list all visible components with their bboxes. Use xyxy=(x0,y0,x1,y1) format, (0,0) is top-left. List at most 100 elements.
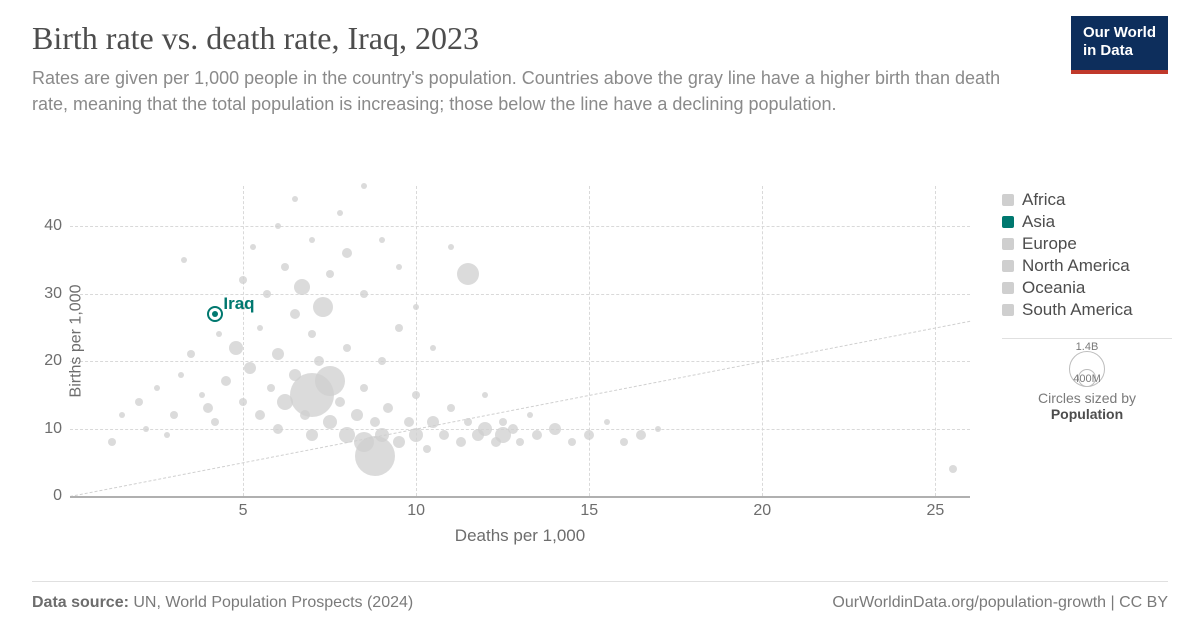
data-point[interactable] xyxy=(360,384,368,392)
gridline-h xyxy=(70,226,970,227)
data-point[interactable] xyxy=(423,445,431,453)
data-point[interactable] xyxy=(119,412,125,418)
data-point[interactable] xyxy=(584,430,594,440)
data-point[interactable] xyxy=(351,409,363,421)
data-point[interactable] xyxy=(267,384,275,392)
data-point[interactable] xyxy=(314,356,324,366)
data-point[interactable] xyxy=(275,223,281,229)
legend-item[interactable]: Oceania xyxy=(1002,278,1172,298)
data-point[interactable] xyxy=(604,419,610,425)
data-point[interactable] xyxy=(211,418,219,426)
data-point[interactable] xyxy=(273,424,283,434)
data-point[interactable] xyxy=(216,331,222,337)
data-point[interactable] xyxy=(447,404,455,412)
data-point[interactable] xyxy=(413,304,419,310)
data-point[interactable] xyxy=(409,428,423,442)
data-point[interactable] xyxy=(154,385,160,391)
data-point[interactable] xyxy=(308,330,316,338)
data-point[interactable] xyxy=(335,397,345,407)
data-point[interactable] xyxy=(309,237,315,243)
data-point[interactable] xyxy=(292,196,298,202)
data-point[interactable] xyxy=(290,309,300,319)
data-point[interactable] xyxy=(620,438,628,446)
data-point[interactable] xyxy=(255,410,265,420)
data-point[interactable] xyxy=(383,403,393,413)
data-point[interactable] xyxy=(221,376,231,386)
data-point[interactable] xyxy=(464,418,472,426)
data-point[interactable] xyxy=(244,362,256,374)
logo-line2: in Data xyxy=(1083,42,1156,60)
data-point[interactable] xyxy=(457,263,479,285)
data-point[interactable] xyxy=(378,357,386,365)
data-point[interactable] xyxy=(343,344,351,352)
data-point[interactable] xyxy=(379,237,385,243)
data-point[interactable] xyxy=(323,415,337,429)
data-point[interactable] xyxy=(355,436,395,476)
data-point[interactable] xyxy=(263,290,271,298)
data-point[interactable] xyxy=(170,411,178,419)
legend-item[interactable]: Asia xyxy=(1002,212,1172,232)
data-point[interactable] xyxy=(294,279,310,295)
data-point[interactable] xyxy=(135,398,143,406)
data-point[interactable] xyxy=(636,430,646,440)
data-point[interactable] xyxy=(339,427,355,443)
chart-title: Birth rate vs. death rate, Iraq, 2023 xyxy=(32,20,1168,57)
data-point[interactable] xyxy=(181,257,187,263)
data-point[interactable] xyxy=(516,438,524,446)
data-point[interactable] xyxy=(456,437,466,447)
data-point[interactable] xyxy=(508,424,518,434)
data-point[interactable] xyxy=(395,324,403,332)
data-point[interactable] xyxy=(370,417,380,427)
data-point[interactable] xyxy=(239,276,247,284)
data-point[interactable] xyxy=(430,345,436,351)
data-point[interactable] xyxy=(478,422,492,436)
x-axis-line xyxy=(70,496,970,498)
data-point[interactable] xyxy=(306,429,318,441)
data-point[interactable] xyxy=(396,264,402,270)
data-point[interactable] xyxy=(361,183,367,189)
data-point[interactable] xyxy=(655,426,661,432)
data-point[interactable] xyxy=(527,412,533,418)
data-point[interactable] xyxy=(326,270,334,278)
data-point[interactable] xyxy=(412,391,420,399)
data-point[interactable] xyxy=(393,436,405,448)
data-point[interactable] xyxy=(199,392,205,398)
data-point[interactable] xyxy=(257,325,263,331)
data-point[interactable] xyxy=(949,465,957,473)
data-point[interactable] xyxy=(427,416,439,428)
source-text: UN, World Population Prospects (2024) xyxy=(133,594,413,611)
size-circle-label-inner: 400M xyxy=(1073,373,1101,385)
data-point[interactable] xyxy=(108,438,116,446)
legend-item[interactable]: Europe xyxy=(1002,234,1172,254)
data-point[interactable] xyxy=(313,297,333,317)
data-point[interactable] xyxy=(229,341,243,355)
data-point[interactable] xyxy=(448,244,454,250)
data-point[interactable] xyxy=(164,432,170,438)
y-tick-label: 20 xyxy=(44,352,62,370)
data-point[interactable] xyxy=(239,398,247,406)
data-point[interactable] xyxy=(404,417,414,427)
data-point[interactable] xyxy=(272,348,284,360)
legend-item[interactable]: Africa xyxy=(1002,190,1172,210)
data-point[interactable] xyxy=(532,430,542,440)
data-point[interactable] xyxy=(568,438,576,446)
data-point[interactable] xyxy=(315,366,345,396)
data-point[interactable] xyxy=(178,372,184,378)
data-point[interactable] xyxy=(549,423,561,435)
data-point[interactable] xyxy=(342,248,352,258)
source-label: Data source: xyxy=(32,594,129,611)
data-point[interactable] xyxy=(203,403,213,413)
data-point[interactable] xyxy=(187,350,195,358)
data-point[interactable] xyxy=(281,263,289,271)
legend-item[interactable]: South America xyxy=(1002,300,1172,320)
data-point[interactable] xyxy=(482,392,488,398)
data-point[interactable] xyxy=(499,418,507,426)
data-point[interactable] xyxy=(337,210,343,216)
data-point[interactable] xyxy=(250,244,256,250)
data-point[interactable] xyxy=(439,430,449,440)
data-point[interactable] xyxy=(143,426,149,432)
highlight-dot xyxy=(212,311,218,317)
data-point[interactable] xyxy=(360,290,368,298)
legend-item[interactable]: North America xyxy=(1002,256,1172,276)
data-point[interactable] xyxy=(375,428,389,442)
